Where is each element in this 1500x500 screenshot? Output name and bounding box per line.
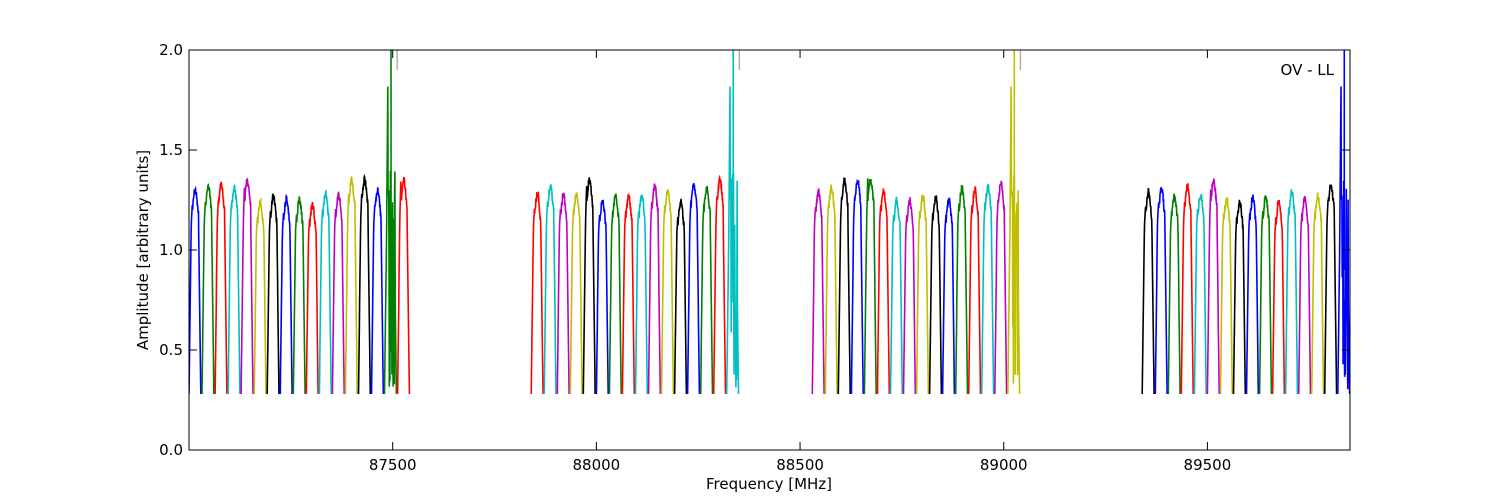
annotation-label: OV - LL bbox=[1281, 61, 1335, 79]
series-line-band3-1 bbox=[811, 188, 825, 395]
series-line-band4-15 bbox=[1323, 184, 1338, 395]
series-line-band1-12 bbox=[331, 191, 345, 395]
series-line-band3-12 bbox=[954, 184, 969, 395]
series-line-band2-6 bbox=[595, 199, 609, 395]
series-line-band4-12 bbox=[1284, 189, 1299, 395]
series-line-band3-5 bbox=[863, 178, 877, 395]
series-line-band1-11 bbox=[318, 189, 332, 395]
series-line-band1-4 bbox=[227, 184, 241, 395]
series-line-band4-3 bbox=[1167, 193, 1181, 395]
y-tick-label: 0.0 bbox=[159, 441, 183, 459]
series-line-band3-6 bbox=[876, 188, 891, 395]
series-line-band1-8 bbox=[279, 194, 293, 395]
series-line-band2-4 bbox=[569, 191, 583, 395]
series-line-band1-5 bbox=[240, 177, 254, 395]
series-line-band2-11 bbox=[660, 189, 675, 395]
series-line-band1-1 bbox=[189, 185, 202, 395]
series-line-band1-10 bbox=[305, 201, 319, 395]
series-line-band1-14 bbox=[357, 173, 372, 395]
series-line-band4-13 bbox=[1297, 195, 1312, 395]
series-line-band3-3 bbox=[837, 177, 851, 395]
series-line-band2-1 bbox=[530, 190, 544, 395]
series-line-band3-10 bbox=[928, 195, 943, 395]
series-line-band2-2 bbox=[543, 184, 557, 395]
series-line-band1-15 bbox=[370, 187, 385, 395]
series-line-band4-14 bbox=[1310, 192, 1325, 395]
series-line-band1-17 bbox=[396, 176, 411, 395]
series-line-band2-3 bbox=[556, 191, 570, 395]
series-line-band4-8 bbox=[1232, 199, 1247, 395]
series-line-band4-7 bbox=[1219, 197, 1234, 395]
series-line-band1-3 bbox=[214, 181, 228, 395]
series-line-band1-13 bbox=[344, 175, 358, 395]
series-line-band3-14 bbox=[980, 183, 995, 395]
series-line-band3-8 bbox=[902, 197, 917, 395]
y-tick-label: 2.0 bbox=[159, 41, 183, 59]
series-line-band3-2 bbox=[824, 184, 838, 395]
x-tick-label: 89500 bbox=[1184, 456, 1232, 474]
series-line-band3-11 bbox=[941, 197, 956, 395]
x-axis-label: Frequency [MHz] bbox=[706, 475, 832, 493]
y-tick-label: 1.5 bbox=[159, 141, 183, 159]
series-line-band4-11 bbox=[1271, 199, 1286, 395]
series-line-band2-14 bbox=[699, 185, 714, 395]
series-line-band3-13 bbox=[967, 186, 982, 395]
series-line-band1-2 bbox=[201, 182, 215, 395]
series-line-band2-10 bbox=[647, 183, 662, 395]
series-line-band2-8 bbox=[621, 192, 636, 395]
x-tick-label: 88500 bbox=[776, 456, 824, 474]
y-tick-label: 0.5 bbox=[159, 341, 183, 359]
series-line-band3-4 bbox=[850, 178, 864, 395]
series-line-band2-5 bbox=[582, 177, 596, 395]
series-line-band3-7 bbox=[889, 196, 904, 395]
axis-ticks: 87500 88000 88500 89000 89500 0.0 0.5 1.0 1.5 2.0 bbox=[159, 41, 1350, 474]
series-line-band4-6 bbox=[1206, 178, 1220, 395]
plot-frame bbox=[188, 49, 1351, 451]
series-line-band4-10 bbox=[1258, 194, 1273, 395]
x-tick-label: 87500 bbox=[369, 456, 417, 474]
series-line-band2-15 bbox=[712, 174, 727, 395]
series-line-band2-7 bbox=[608, 193, 622, 395]
x-tick-label: 88000 bbox=[573, 456, 621, 474]
series-line-band1-9 bbox=[292, 196, 306, 395]
x-tick-label: 89000 bbox=[980, 456, 1028, 474]
series-line-band4-2 bbox=[1154, 187, 1168, 395]
y-axis-label: Amplitude [arbitrary units] bbox=[134, 150, 152, 350]
series-line-band3-9 bbox=[915, 194, 930, 395]
y-tick-label: 1.0 bbox=[159, 241, 183, 259]
series-line-band4-9 bbox=[1245, 194, 1260, 395]
series-line-band2-12 bbox=[673, 198, 688, 395]
plot-lines bbox=[189, 50, 1350, 395]
series-line-band1-6 bbox=[253, 196, 267, 395]
series-line-band4-4 bbox=[1180, 183, 1194, 395]
series-line-band2-13 bbox=[686, 183, 701, 395]
series-line-band3-15 bbox=[994, 180, 1008, 395]
series-line-band2-9 bbox=[634, 194, 649, 395]
series-line-band4-1 bbox=[1141, 188, 1155, 395]
series-line-band1-7 bbox=[266, 193, 280, 395]
series-line-band4-5 bbox=[1193, 193, 1207, 395]
